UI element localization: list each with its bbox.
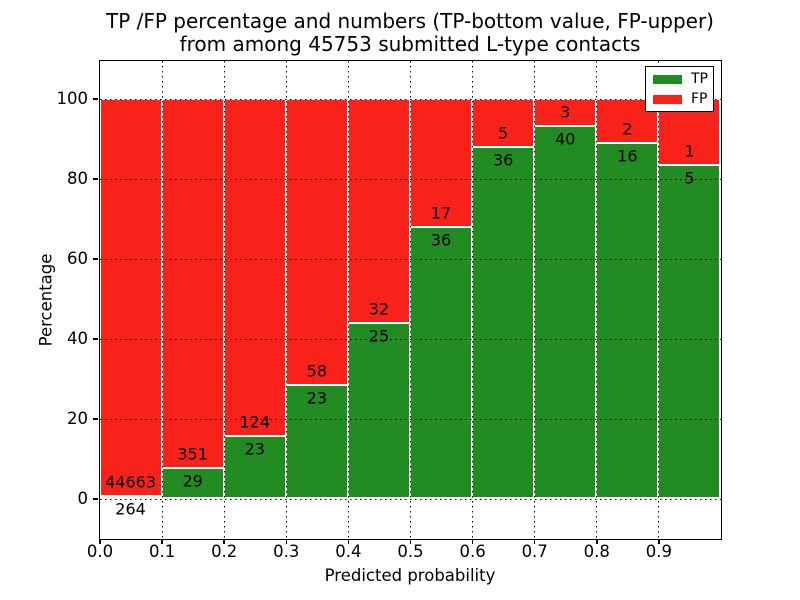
fp-count-label: 124 <box>239 412 270 431</box>
tp-count-label: 5 <box>684 169 694 188</box>
bar-segment-fp <box>286 99 348 385</box>
v-gridline <box>596 61 597 539</box>
fp-count-label: 58 <box>307 361 327 380</box>
x-tick-label: 0.7 <box>522 542 548 561</box>
legend: TP FP <box>645 66 714 112</box>
v-gridline <box>658 61 659 539</box>
y-tick <box>93 98 98 100</box>
tp-count-label: 40 <box>555 130 575 149</box>
y-tick-label: 80 <box>28 169 88 189</box>
fp-count-label: 5 <box>498 124 508 143</box>
y-tick <box>93 338 98 340</box>
bar-segment-tp <box>658 165 720 498</box>
bar-segment-tp <box>596 143 658 499</box>
tp-count-label: 25 <box>369 327 389 346</box>
v-gridline <box>534 61 535 539</box>
y-tick-label: 20 <box>28 409 88 429</box>
plot-area: 44663 264 351 29 124 23 58 23 32 25 17 36 5 36 3 40 2 16 1… <box>99 60 722 540</box>
tp-count-label: 29 <box>182 471 202 490</box>
tp-count-label: 16 <box>617 146 637 165</box>
y-tick-label: 40 <box>28 329 88 349</box>
y-tick-label: 100 <box>28 89 88 109</box>
x-tick-label: 0.1 <box>149 542 175 561</box>
bar-segment-fp <box>100 99 162 497</box>
x-tick-label: 0.6 <box>459 542 485 561</box>
y-tick <box>93 498 98 500</box>
fp-count-label: 32 <box>369 300 389 319</box>
v-gridline <box>224 61 225 539</box>
legend-fp-swatch <box>653 95 682 104</box>
x-tick-label: 0.9 <box>646 542 672 561</box>
chart-title: TP /FP percentage and numbers (TP-bottom… <box>106 10 714 56</box>
x-tick-label: 0.0 <box>87 542 113 561</box>
x-tick-label: 0.5 <box>397 542 423 561</box>
fp-count-label: 351 <box>177 444 208 463</box>
fp-count-label: 1 <box>684 142 694 161</box>
tp-count-label: 23 <box>245 439 265 458</box>
y-tick-label: 0 <box>28 489 88 509</box>
bar-segment-tp <box>348 323 410 498</box>
x-tick-label: 0.2 <box>211 542 237 561</box>
bar-segment-fp <box>162 99 224 468</box>
y-tick <box>93 258 98 260</box>
tp-count-label: 36 <box>493 151 513 170</box>
v-gridline <box>162 61 163 539</box>
legend-label-tp: TP <box>691 72 708 86</box>
tp-count-label: 36 <box>431 230 451 249</box>
figure: TP /FP percentage and numbers (TP-bottom… <box>0 0 800 600</box>
fp-count-label: 3 <box>560 103 570 122</box>
fp-count-label: 17 <box>431 203 451 222</box>
fp-count-label: 2 <box>622 119 632 138</box>
v-gridline <box>472 61 473 539</box>
bar-segment-tp <box>410 227 472 499</box>
bar-segment-tp <box>472 147 534 498</box>
x-tick-label: 0.8 <box>584 542 610 561</box>
bar-segment-tp <box>534 126 596 498</box>
y-tick <box>93 418 98 420</box>
fp-count-label: 44663 <box>105 473 156 492</box>
bar-segment-fp <box>348 99 410 324</box>
chart-title-line1: TP /FP percentage and numbers (TP-bottom… <box>106 10 714 33</box>
y-tick-label: 60 <box>28 249 88 269</box>
chart-title-line2: from among 45753 submitted L-type contac… <box>106 33 714 56</box>
x-tick-label: 0.4 <box>335 542 361 561</box>
legend-row: FP <box>653 92 713 106</box>
legend-tp-swatch <box>653 75 682 84</box>
v-gridline <box>348 61 349 539</box>
x-axis-title: Predicted probability <box>325 566 496 585</box>
legend-row: TP <box>653 72 713 86</box>
tp-count-label: 264 <box>115 500 146 519</box>
y-tick <box>93 178 98 180</box>
tp-count-label: 23 <box>307 388 327 407</box>
v-gridline <box>286 61 287 539</box>
x-tick-label: 0.3 <box>273 542 299 561</box>
legend-label-fp: FP <box>691 92 708 106</box>
bar-segment-fp <box>224 99 286 436</box>
v-gridline <box>410 61 411 539</box>
